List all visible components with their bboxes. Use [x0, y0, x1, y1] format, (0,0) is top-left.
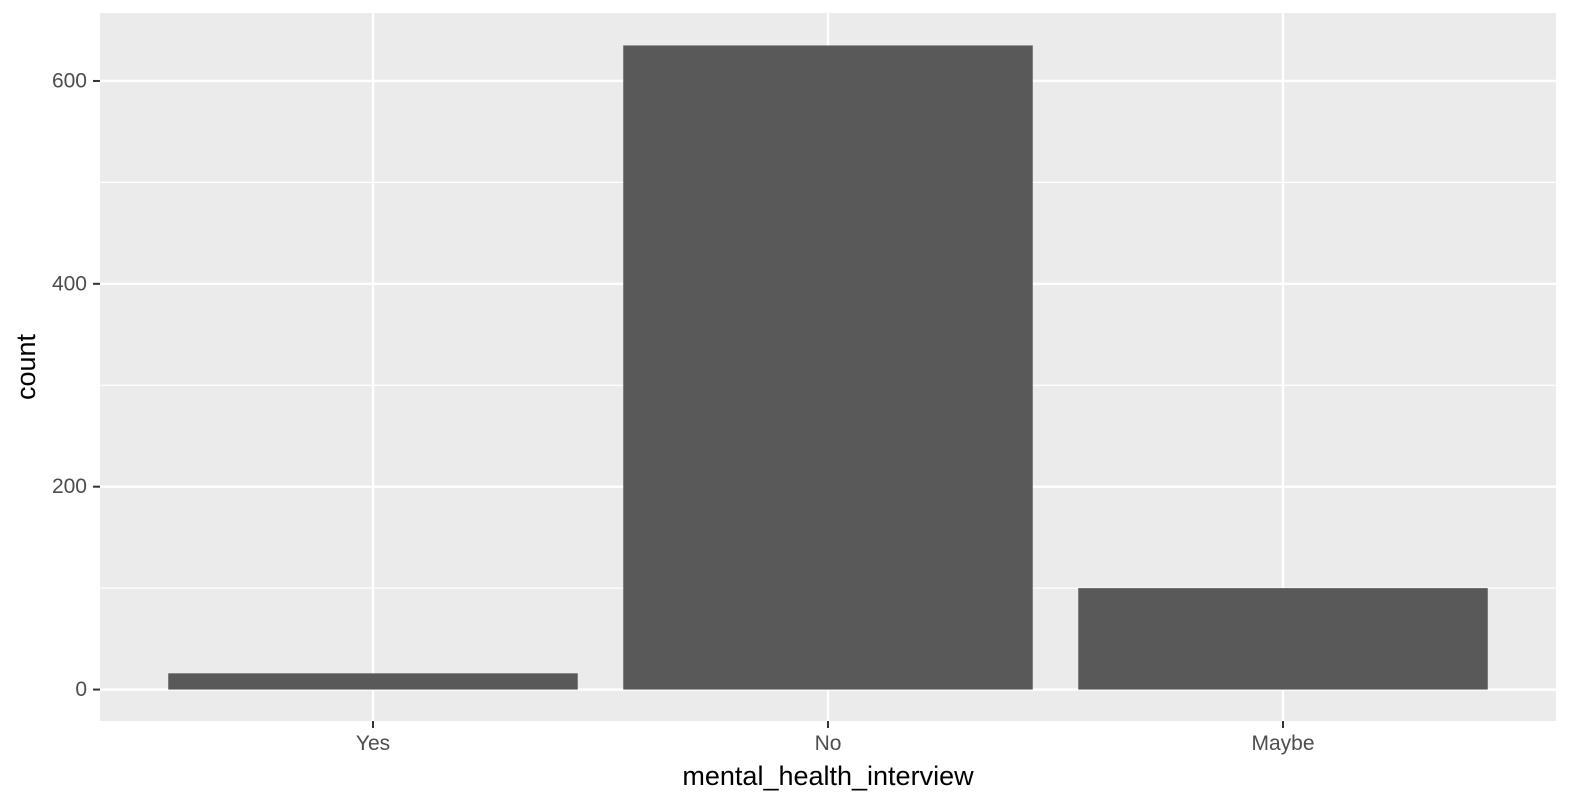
x-axis-title: mental_health_interview	[682, 761, 974, 791]
y-axis: 0 200 400 600	[52, 69, 100, 701]
y-tick-label: 200	[52, 475, 87, 498]
x-axis: Yes No Maybe	[356, 721, 1315, 755]
x-tick-label: Yes	[356, 732, 390, 755]
y-axis-title: count	[11, 333, 41, 400]
y-tick-label: 400	[52, 272, 87, 295]
bar-no	[623, 45, 1033, 690]
bars	[168, 45, 1488, 690]
bar-yes	[168, 673, 578, 690]
bar-maybe	[1078, 588, 1488, 690]
y-tick-label: 600	[52, 69, 87, 92]
y-tick-label: 0	[75, 678, 87, 701]
x-tick-label: Maybe	[1251, 732, 1314, 755]
x-tick-label: No	[815, 732, 842, 755]
